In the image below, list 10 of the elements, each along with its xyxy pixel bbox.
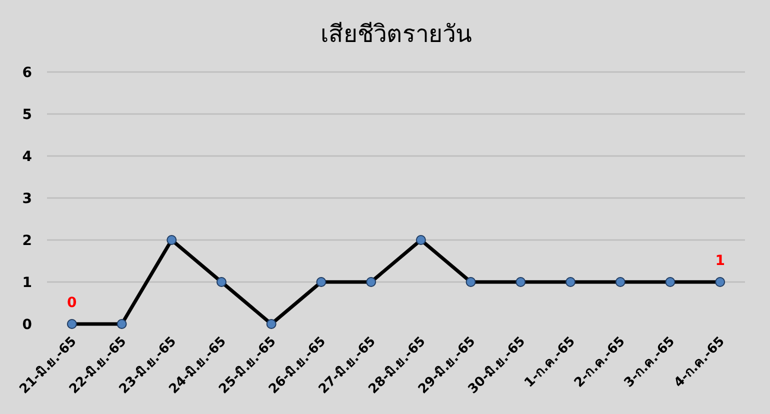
y-tick-label: 5 [22,107,32,123]
data-label: 1 [715,253,725,269]
y-tick-label: 6 [22,65,32,81]
y-tick-label: 1 [22,275,32,291]
y-tick-label: 3 [22,191,32,207]
y-tick-label: 0 [22,317,32,333]
y-tick-label: 2 [22,233,32,249]
y-tick-label: 4 [22,149,32,165]
data-label: 0 [67,295,78,311]
chart-title: เสียชีวิตรายวัน [320,20,472,48]
